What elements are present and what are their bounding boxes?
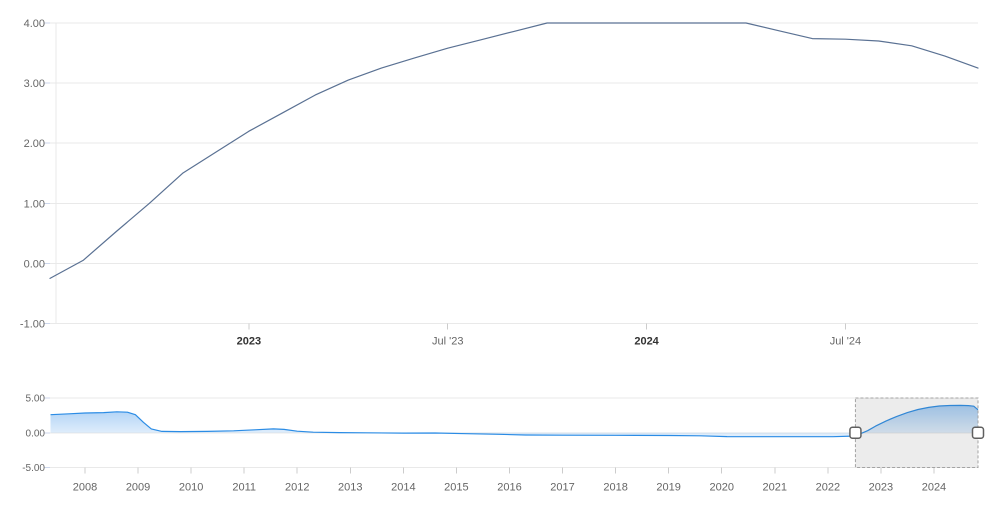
nav-y-axis-label: -5.00 — [22, 463, 45, 474]
main-y-axis-label: 4.00 — [24, 18, 45, 30]
main-y-axis-label: 1.00 — [24, 198, 45, 210]
navigator-left-handle[interactable] — [849, 426, 862, 439]
main-y-axis-label: 3.00 — [24, 78, 45, 90]
nav-y-axis-label: 0.00 — [26, 428, 46, 439]
nav-year-label: 2013 — [338, 482, 362, 494]
main-series-line — [49, 22, 979, 279]
nav-year-label: 2016 — [497, 482, 521, 494]
nav-year-label: 2021 — [763, 482, 787, 494]
nav-year-label: 2015 — [444, 482, 468, 494]
navigator-panel: 5.00 0.00 -5.00 2008 2009 2010 2011 2012 2013 201… — [22, 394, 985, 494]
navigator-right-handle[interactable] — [971, 426, 985, 439]
nav-year-label: 2024 — [922, 482, 946, 494]
nav-year-label: 2014 — [391, 482, 415, 494]
main-chart-panel: 4.00 3.00 2.00 1.00 0.00 -1.00 2023 Jul '23 2024… — [20, 18, 979, 348]
main-y-axis-label: -1.00 — [20, 319, 45, 331]
nav-year-label: 2023 — [869, 482, 893, 494]
navigator-selected-range[interactable] — [854, 397, 979, 468]
main-x-axis-label: 2023 — [237, 336, 261, 348]
nav-year-label: 2019 — [656, 482, 680, 494]
main-y-axis-label: 0.00 — [24, 258, 45, 270]
nav-year-label: 2018 — [603, 482, 627, 494]
main-x-axis-label: Jul '23 — [432, 336, 463, 348]
main-x-axis-label: Jul '24 — [830, 336, 861, 348]
nav-year-label: 2011 — [232, 482, 256, 494]
nav-year-label: 2022 — [816, 482, 840, 494]
nav-year-label: 2008 — [73, 482, 97, 494]
nav-year-label: 2010 — [179, 482, 203, 494]
nav-year-label: 2009 — [126, 482, 150, 494]
nav-year-label: 2017 — [550, 482, 574, 494]
nav-year-label: 2020 — [709, 482, 733, 494]
main-x-axis-label: 2024 — [634, 336, 659, 348]
nav-y-axis-label: 5.00 — [26, 394, 46, 405]
nav-series-line — [50, 404, 979, 438]
main-y-axis-label: 2.00 — [24, 138, 45, 150]
nav-year-label: 2012 — [285, 482, 309, 494]
